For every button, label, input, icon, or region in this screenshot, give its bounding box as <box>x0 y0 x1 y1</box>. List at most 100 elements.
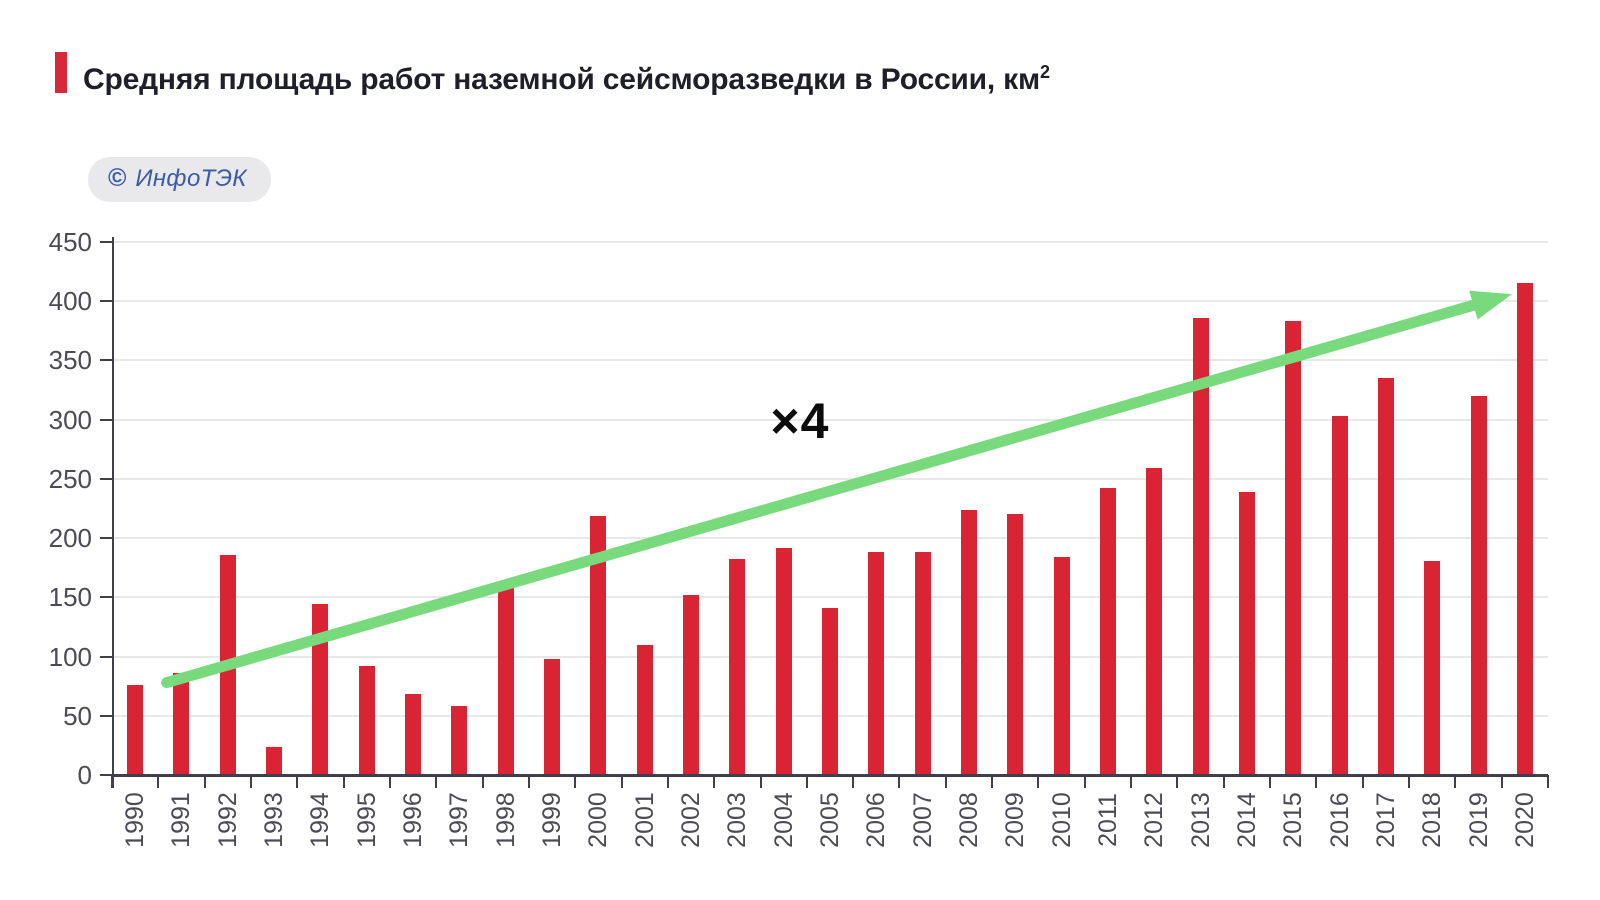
y-gridline <box>112 300 1548 303</box>
y-gridline <box>112 241 1548 243</box>
bar-1992 <box>219 554 236 775</box>
x-axis-tick <box>527 775 530 788</box>
x-axis-label-2019: 2019 <box>1464 792 1493 848</box>
bar-2009 <box>1007 514 1024 775</box>
x-axis-label-2020: 2020 <box>1510 792 1539 848</box>
page-title-text: Средняя площадь работ наземной сейсмораз… <box>83 63 1040 96</box>
x-axis-tick <box>805 775 808 788</box>
x-axis-label-2003: 2003 <box>723 792 752 848</box>
x-axis-tick <box>249 775 252 788</box>
bar-1991 <box>173 673 190 775</box>
page-title-superscript: 2 <box>1039 62 1050 82</box>
bar-2013 <box>1192 317 1209 775</box>
bar-2016 <box>1331 416 1348 775</box>
x-axis-tick <box>1083 775 1086 788</box>
x-axis-label-1996: 1996 <box>399 792 428 848</box>
page-title: Средняя площадь работ наземной сейсмораз… <box>83 52 1050 100</box>
x-axis-tick <box>1176 775 1179 788</box>
y-axis-tick <box>100 300 112 303</box>
y-axis-tick-label: 150 <box>48 582 92 613</box>
x-axis-tick <box>203 775 206 788</box>
y-gridline <box>112 359 1548 362</box>
x-axis-label-2014: 2014 <box>1232 792 1261 848</box>
x-axis-tick <box>481 775 484 788</box>
x-axis-tick <box>1130 775 1133 788</box>
copyright-icon: © <box>108 164 127 192</box>
x-axis-tick <box>666 775 669 788</box>
x-axis-label-1993: 1993 <box>260 792 289 848</box>
y-axis-tick <box>100 714 112 717</box>
x-axis-tick <box>1454 775 1457 788</box>
y-axis-tick <box>100 774 112 776</box>
x-axis-tick <box>898 775 901 788</box>
x-axis-tick <box>1361 775 1364 788</box>
x-axis-tick <box>435 775 438 788</box>
header: Средняя площадь работ наземной сейсмораз… <box>55 52 1050 100</box>
bar-2003 <box>729 559 746 775</box>
bar-1997 <box>451 706 468 775</box>
bar-1994 <box>312 604 329 775</box>
bar-2006 <box>868 552 885 775</box>
bar-1999 <box>544 658 561 775</box>
x-axis-label-1998: 1998 <box>491 792 520 848</box>
copyright-badge-label: ИнфоТЭК <box>135 164 247 192</box>
bar-2002 <box>683 594 700 775</box>
bar-2005 <box>822 607 838 775</box>
x-axis-tick <box>620 775 623 788</box>
y-axis-tick <box>100 241 112 243</box>
x-axis-tick <box>388 775 391 788</box>
x-axis-label-2001: 2001 <box>630 792 659 848</box>
y-axis-tick <box>100 418 112 421</box>
bar-1995 <box>358 666 375 775</box>
x-axis-tick <box>1408 775 1411 788</box>
bar-2018 <box>1424 560 1441 775</box>
x-axis-tick <box>342 775 345 788</box>
bar-1996 <box>405 694 422 775</box>
y-axis-tick <box>100 596 112 599</box>
y-axis-tick-label: 350 <box>48 345 92 376</box>
y-axis-tick-label: 450 <box>48 227 92 257</box>
bar-1998 <box>497 587 514 775</box>
bar-2000 <box>590 515 607 775</box>
y-axis-tick <box>100 655 112 658</box>
x-axis-label-2002: 2002 <box>677 792 706 848</box>
bar-2020 <box>1516 283 1533 775</box>
x-axis-label-2016: 2016 <box>1325 792 1354 848</box>
y-axis-tick-label: 300 <box>48 404 92 435</box>
x-axis-tick <box>1315 775 1318 788</box>
x-axis-label-2007: 2007 <box>908 792 937 848</box>
x-axis-label-2012: 2012 <box>1140 792 1169 848</box>
y-axis-tick-label: 200 <box>48 523 92 554</box>
x-axis-label-2010: 2010 <box>1047 792 1076 848</box>
bar-1993 <box>266 746 283 775</box>
bar-2007 <box>914 552 931 775</box>
x-axis-label-2015: 2015 <box>1279 792 1308 848</box>
bar-2001 <box>636 644 653 775</box>
bar-2011 <box>1099 488 1116 775</box>
x-axis-label-1995: 1995 <box>352 792 381 848</box>
bar-2017 <box>1377 378 1394 775</box>
x-axis-tick <box>944 775 947 788</box>
x-axis-label-1997: 1997 <box>445 792 474 848</box>
x-axis-line <box>112 774 1548 777</box>
x-axis-label-2009: 2009 <box>1001 792 1030 848</box>
x-axis-tick <box>1547 775 1549 788</box>
copyright-badge: © ИнфоТЭК <box>88 157 271 202</box>
x-axis-tick <box>713 775 716 788</box>
x-axis-label-2018: 2018 <box>1418 792 1447 848</box>
x-axis-label-2008: 2008 <box>954 792 983 848</box>
x-axis-tick <box>852 775 855 788</box>
y-axis-tick-label: 250 <box>48 463 92 494</box>
y-axis-tick <box>100 537 112 540</box>
x-axis-tick <box>991 775 994 788</box>
bar-2008 <box>960 509 977 775</box>
x-axis-label-2017: 2017 <box>1371 792 1400 848</box>
x-axis-tick <box>1269 775 1272 788</box>
bar-2012 <box>1146 468 1163 775</box>
x-axis-label-2006: 2006 <box>862 792 891 848</box>
bar-2019 <box>1470 395 1487 775</box>
bar-2004 <box>775 547 792 775</box>
x-axis-tick <box>1500 775 1503 788</box>
